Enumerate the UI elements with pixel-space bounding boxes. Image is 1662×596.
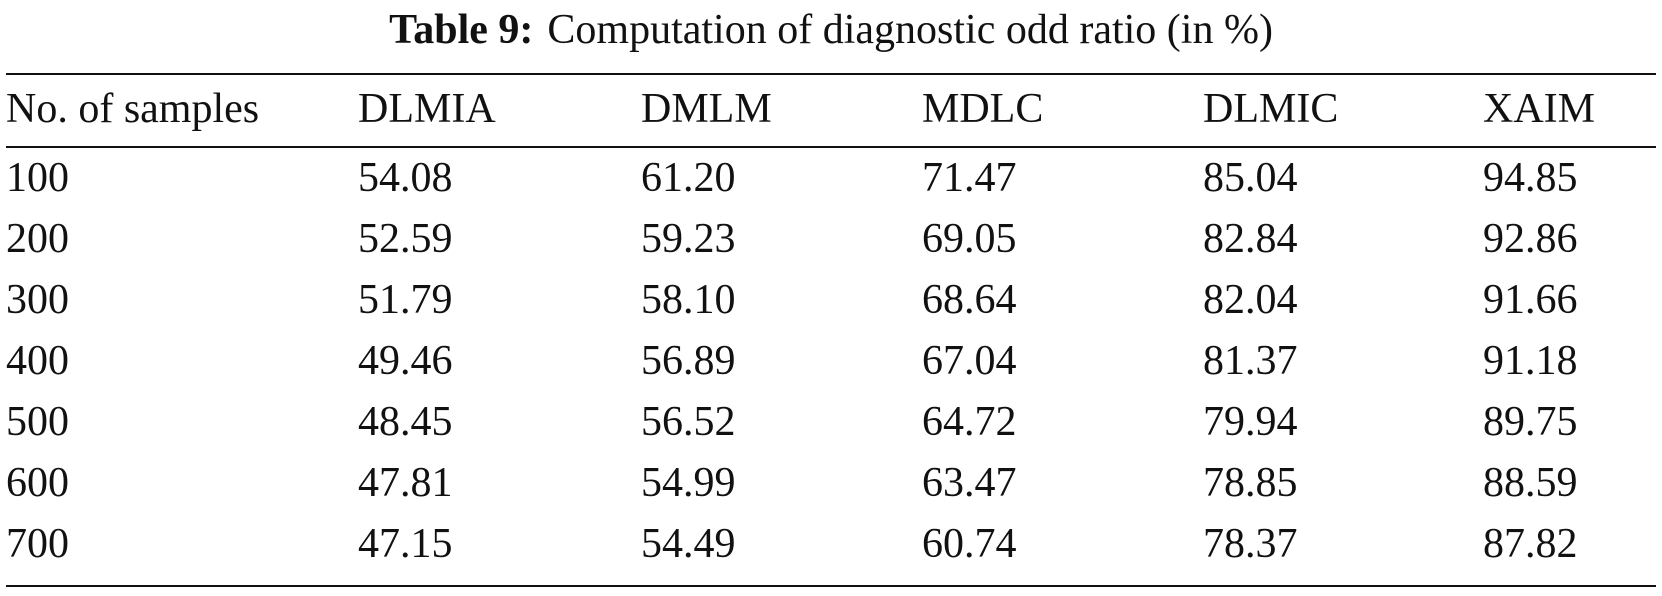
table-cell: 300 bbox=[6, 276, 69, 323]
table-cell: 56.52 bbox=[641, 398, 736, 445]
table-cell: 67.04 bbox=[922, 337, 1017, 384]
data-table: No. of samples DLMIA DMLM MDLC DLMIC XAI… bbox=[6, 79, 1656, 574]
table-cell: 54.49 bbox=[641, 520, 736, 567]
table-cell: 82.04 bbox=[1203, 276, 1298, 323]
table-cell: 78.37 bbox=[1203, 520, 1298, 567]
table-cell: 61.20 bbox=[641, 154, 736, 201]
table-cell: 51.79 bbox=[358, 276, 453, 323]
table-row: 300 51.79 58.10 68.64 82.04 91.66 bbox=[6, 269, 1656, 330]
table-cell: 60.74 bbox=[922, 520, 1017, 567]
table-cell: 71.47 bbox=[922, 154, 1017, 201]
column-header-samples: No. of samples bbox=[6, 86, 260, 132]
column-header-xaim: XAIM bbox=[1483, 86, 1595, 132]
table-cell: 92.86 bbox=[1483, 215, 1578, 262]
table-cell: 48.45 bbox=[358, 398, 453, 445]
table-row: 100 54.08 61.20 71.47 85.04 94.85 bbox=[6, 147, 1656, 208]
table-cell: 700 bbox=[6, 520, 69, 567]
table-cell: 56.89 bbox=[641, 337, 736, 384]
table-top-rule bbox=[6, 73, 1656, 75]
table-cell: 49.46 bbox=[358, 337, 453, 384]
table-cell: 54.08 bbox=[358, 154, 453, 201]
table-cell: 200 bbox=[6, 215, 69, 262]
column-header-mdlc: MDLC bbox=[922, 86, 1044, 132]
table-cell: 64.72 bbox=[922, 398, 1017, 445]
table-row: 600 47.81 54.99 63.47 78.85 88.59 bbox=[6, 452, 1656, 513]
table-bottom-rule bbox=[6, 585, 1656, 587]
table-caption-label: Table 9: bbox=[389, 7, 534, 53]
table-cell: 500 bbox=[6, 398, 69, 445]
table-cell: 58.10 bbox=[641, 276, 736, 323]
table-header-row: No. of samples DLMIA DMLM MDLC DLMIC XAI… bbox=[6, 79, 1656, 139]
table-caption: Table 9: Computation of diagnostic odd ra… bbox=[0, 4, 1662, 56]
table-cell: 79.94 bbox=[1203, 398, 1298, 445]
table-row: 200 52.59 59.23 69.05 82.84 92.86 bbox=[6, 208, 1656, 269]
table-caption-text: Computation of diagnostic odd ratio (in … bbox=[547, 7, 1273, 53]
table-row: 700 47.15 54.49 60.74 78.37 87.82 bbox=[6, 513, 1656, 574]
table-cell: 88.59 bbox=[1483, 459, 1578, 506]
table-cell: 82.84 bbox=[1203, 215, 1298, 262]
table-cell: 89.75 bbox=[1483, 398, 1578, 445]
table-header-rule bbox=[6, 146, 1656, 148]
table-cell: 47.15 bbox=[358, 520, 453, 567]
table-cell: 68.64 bbox=[922, 276, 1017, 323]
table-cell: 91.18 bbox=[1483, 337, 1578, 384]
table-cell: 47.81 bbox=[358, 459, 453, 506]
table-cell: 94.85 bbox=[1483, 154, 1578, 201]
column-header-dlmic: DLMIC bbox=[1203, 86, 1339, 132]
column-header-dlmia: DLMIA bbox=[358, 86, 496, 132]
column-header-dmlm: DMLM bbox=[641, 86, 772, 132]
table-cell: 63.47 bbox=[922, 459, 1017, 506]
table-cell: 52.59 bbox=[358, 215, 453, 262]
table-cell: 100 bbox=[6, 154, 69, 201]
table-cell: 91.66 bbox=[1483, 276, 1578, 323]
table-cell: 600 bbox=[6, 459, 69, 506]
table-cell: 78.85 bbox=[1203, 459, 1298, 506]
table-cell: 59.23 bbox=[641, 215, 736, 262]
table-cell: 69.05 bbox=[922, 215, 1017, 262]
table-cell: 400 bbox=[6, 337, 69, 384]
table-cell: 87.82 bbox=[1483, 520, 1578, 567]
table-cell: 54.99 bbox=[641, 459, 736, 506]
table-row: 500 48.45 56.52 64.72 79.94 89.75 bbox=[6, 391, 1656, 452]
table-row: 400 49.46 56.89 67.04 81.37 91.18 bbox=[6, 330, 1656, 391]
table-cell: 85.04 bbox=[1203, 154, 1298, 201]
header-spacer-row bbox=[6, 139, 1656, 147]
table-cell: 81.37 bbox=[1203, 337, 1298, 384]
